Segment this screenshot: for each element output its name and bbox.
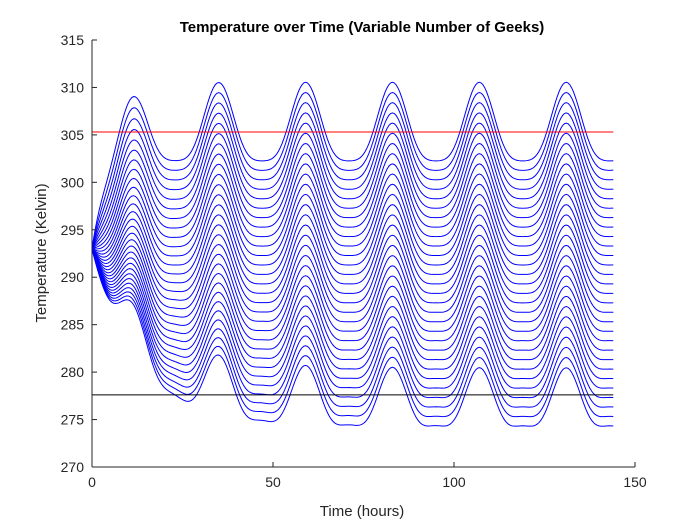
x-tick-label: 0 [88, 474, 96, 490]
chart-title: Temperature over Time (Variable Number o… [180, 19, 545, 36]
series-line-25 [91, 122, 614, 249]
y-axis-label: Temperature (Kelvin) [33, 183, 50, 322]
axes [91, 40, 635, 468]
series-line-16 [91, 214, 614, 285]
series-line-1 [91, 248, 614, 427]
series-line-9 [91, 248, 614, 351]
y-tick-label: 270 [61, 459, 85, 475]
x-axis-label: Time (hours) [320, 503, 404, 520]
x-tick-label: 150 [623, 474, 647, 490]
series-line-26 [91, 112, 614, 249]
series-line-7 [91, 248, 614, 370]
series-line-5 [91, 248, 614, 389]
x-tick-label: 50 [265, 474, 281, 490]
series-line-17 [91, 204, 614, 275]
series-line-28 [91, 91, 614, 249]
series-line-14 [91, 232, 614, 304]
series-line-27 [91, 102, 614, 249]
series-line-6 [91, 248, 614, 380]
x-tick-label: 100 [442, 474, 466, 490]
reference-lines [92, 131, 614, 396]
y-tick-label: 285 [61, 317, 85, 333]
y-tick-label: 305 [61, 127, 85, 143]
plot-area: 0 50 100 150 270 275 280 285 290 295 300 305 310 315 [61, 32, 647, 490]
series-line-19 [91, 183, 614, 257]
y-tick-label: 315 [61, 32, 85, 48]
series-line-4 [91, 248, 614, 399]
series-line-22 [91, 153, 614, 250]
series-line-8 [91, 248, 614, 361]
series-group [91, 81, 614, 427]
series-line-11 [91, 248, 614, 332]
series-line-18 [91, 193, 614, 266]
y-tick-label: 295 [61, 222, 85, 238]
series-line-29 [91, 81, 614, 249]
y-tick-label: 300 [61, 174, 85, 190]
series-line-20 [91, 173, 614, 250]
y-tick-label: 310 [61, 79, 85, 95]
series-line-21 [91, 163, 614, 250]
series-line-13 [91, 239, 614, 313]
y-tick-label: 290 [61, 269, 85, 285]
series-line-2 [91, 248, 614, 418]
series-line-3 [91, 248, 614, 408]
y-ticks: 270 275 280 285 290 295 300 305 310 315 [61, 32, 97, 475]
series-line-24 [91, 132, 614, 249]
series-line-10 [91, 248, 614, 342]
y-tick-label: 280 [61, 364, 85, 380]
y-tick-label: 275 [61, 412, 85, 428]
series-line-15 [91, 224, 614, 294]
series-line-12 [91, 245, 614, 323]
series-line-23 [91, 142, 614, 250]
x-ticks: 0 50 100 150 [88, 462, 647, 490]
